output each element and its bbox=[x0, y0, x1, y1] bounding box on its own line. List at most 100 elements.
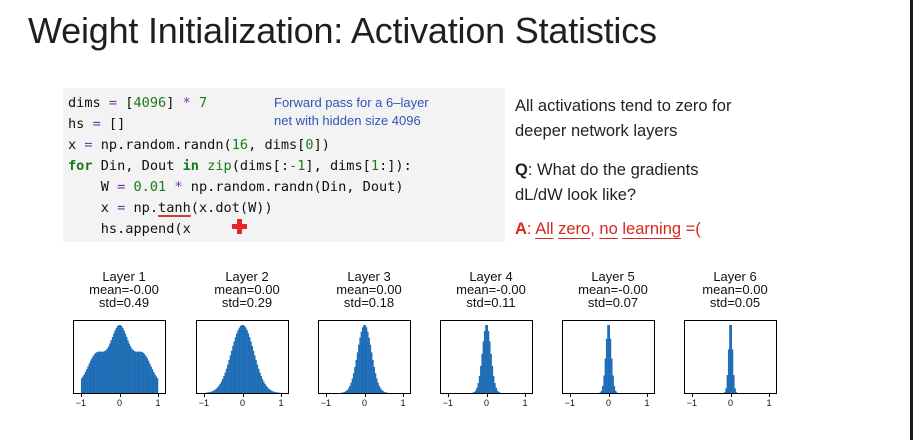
code-token: = bbox=[117, 200, 126, 216]
code-token: 0 bbox=[305, 137, 314, 153]
histogram-mean-label: mean=-0.00 bbox=[456, 282, 526, 297]
histogram-title: Layer 2 bbox=[225, 269, 269, 284]
window-edge bbox=[910, 0, 913, 440]
code-token: = bbox=[108, 95, 118, 111]
x-tick-label: −1 bbox=[75, 398, 87, 408]
code-token: * bbox=[174, 179, 183, 195]
histogram-bar bbox=[473, 391, 476, 393]
histogram-std-label: std=0.29 bbox=[221, 295, 273, 310]
code-token: np. bbox=[125, 200, 159, 216]
histogram-x-axis: −1 0 1 bbox=[684, 394, 777, 410]
histogram-bar bbox=[143, 354, 146, 393]
histogram-bar bbox=[608, 325, 610, 393]
histogram-bar bbox=[273, 391, 275, 393]
histogram-bar bbox=[224, 372, 226, 393]
histogram-bar bbox=[248, 337, 251, 393]
x-tick-mark bbox=[486, 394, 488, 397]
x-tick-mark bbox=[80, 394, 82, 397]
code-block-background bbox=[63, 88, 505, 242]
histogram-bar bbox=[233, 341, 235, 393]
histogram-bar bbox=[242, 325, 244, 393]
histogram-bar bbox=[260, 376, 262, 393]
x-tick-label: 1 bbox=[155, 398, 161, 408]
histogram-bar bbox=[494, 383, 496, 393]
histogram-bar bbox=[239, 325, 242, 393]
histogram-bar bbox=[142, 352, 145, 393]
histogram-mean-label: mean=0.00 bbox=[214, 282, 280, 297]
histogram-bar bbox=[356, 352, 359, 393]
histogram-bar bbox=[227, 364, 229, 393]
code-token: 0.01 bbox=[133, 179, 167, 195]
histogram-bar bbox=[125, 336, 128, 393]
histogram-bar bbox=[80, 378, 83, 393]
code-token: for bbox=[68, 158, 93, 174]
histogram-mean-label: mean=-0.00 bbox=[578, 282, 648, 297]
code-token: = bbox=[92, 116, 101, 132]
histogram-bar bbox=[211, 391, 214, 393]
histogram-bar bbox=[616, 392, 618, 393]
histogram-bar bbox=[230, 350, 233, 393]
histogram-bar bbox=[351, 378, 354, 393]
histogram-bar bbox=[268, 388, 270, 393]
histogram-bar bbox=[250, 341, 252, 393]
histogram-bar bbox=[491, 365, 494, 393]
code-token: dims bbox=[68, 95, 109, 111]
histogram-bar bbox=[218, 385, 220, 393]
histogram-bar bbox=[733, 375, 735, 393]
histogram-bar bbox=[725, 388, 727, 393]
histogram-bar bbox=[343, 391, 346, 393]
x-tick-label: 0 bbox=[727, 398, 734, 408]
histogram-bar bbox=[364, 325, 366, 393]
code-token: Din, Dout bbox=[92, 158, 183, 174]
histogram-bar bbox=[236, 333, 238, 393]
histogram-bar bbox=[252, 350, 255, 393]
histogram-svg bbox=[724, 325, 738, 393]
histogram-bar bbox=[87, 366, 89, 393]
histogram-bar bbox=[88, 363, 91, 393]
histogram-bar bbox=[223, 376, 225, 393]
histogram-bar bbox=[734, 388, 736, 393]
histogram-bar bbox=[604, 358, 607, 393]
histogram-bar bbox=[374, 373, 377, 393]
x-tick-mark bbox=[647, 394, 649, 397]
histogram-labels: Layer 5 mean=-0.00 std=0.07 bbox=[558, 270, 668, 309]
x-tick-mark bbox=[242, 394, 244, 397]
histogram-bar bbox=[607, 325, 609, 393]
histogram-bar bbox=[129, 346, 132, 393]
histogram-svg bbox=[80, 325, 159, 393]
code-token: ]) bbox=[313, 137, 330, 153]
histogram-bar bbox=[377, 382, 379, 393]
histogram-bar bbox=[82, 376, 84, 393]
histogram-bar bbox=[140, 351, 142, 393]
x-tick-label: 0 bbox=[361, 398, 368, 408]
code-line: hs = [] bbox=[68, 114, 412, 135]
histogram-bar bbox=[149, 363, 151, 393]
histogram-std-label: std=0.07 bbox=[587, 295, 639, 310]
histogram-bar bbox=[133, 351, 136, 393]
observation-line-2: deeper network layers bbox=[515, 122, 678, 140]
histogram-bar bbox=[477, 383, 479, 393]
histogram-bar bbox=[156, 378, 159, 393]
code-token: 16 bbox=[231, 137, 249, 153]
histogram-bar bbox=[95, 352, 97, 393]
histogram-bar bbox=[127, 340, 129, 393]
histogram-bar bbox=[485, 325, 487, 393]
histogram-bar bbox=[89, 360, 92, 393]
code-token: np.random.randn(Din, Dout) bbox=[182, 179, 404, 195]
histogram-bar bbox=[150, 366, 152, 393]
code-token: np.random.randn( bbox=[92, 137, 232, 153]
histogram-bar bbox=[114, 330, 116, 393]
x-tick-label: 0 bbox=[483, 398, 490, 408]
histogram-bar bbox=[492, 375, 495, 393]
observation-line-1: All activations tend to zero for bbox=[515, 97, 732, 115]
histogram-panel: Layer 4 mean=-0.00 std=0.11 −1 0 1 bbox=[436, 270, 546, 408]
question-line-2: dL/dW look like? bbox=[515, 186, 637, 204]
code-token: 4096 bbox=[133, 95, 167, 111]
x-tick-label: 1 bbox=[644, 398, 650, 408]
histogram-bar bbox=[209, 392, 211, 393]
histogram-bar bbox=[137, 351, 139, 393]
histogram-std-label: std=0.11 bbox=[466, 295, 516, 310]
histogram-bar bbox=[495, 387, 497, 393]
histogram-bar bbox=[603, 375, 605, 393]
histogram-bar bbox=[251, 346, 253, 393]
